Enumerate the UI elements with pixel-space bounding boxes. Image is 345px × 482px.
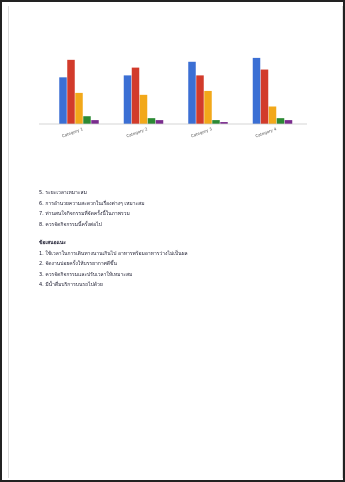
bar bbox=[123, 75, 132, 124]
bar bbox=[147, 118, 156, 124]
rating-item: 8. ควรจัดกิจกรรมนี้ครั้งต่อไป bbox=[39, 221, 102, 228]
bar bbox=[212, 120, 220, 124]
bar bbox=[260, 69, 269, 124]
chart-tick-labels: Category 1 Category 2 Category 3 Category 4 bbox=[61, 126, 277, 138]
suggestion-item: 4. มีน้ำดื่มบริการบนรถไปด้วย bbox=[39, 282, 103, 288]
bar bbox=[59, 77, 67, 124]
suggestion-item: 3. ควรจัดกิจกรรมและปรับเวลาให้เหมาะสม bbox=[39, 271, 133, 278]
bar bbox=[196, 75, 204, 124]
bar bbox=[220, 122, 228, 124]
x-tick-label: Category 2 bbox=[126, 126, 149, 138]
bar bbox=[252, 57, 261, 125]
bar bbox=[284, 120, 293, 124]
bar-chart: Category 1 Category 2 Category 3 Category 4 bbox=[39, 57, 307, 138]
rating-item: 6. การอำนวยความสะดวกในเรื่องต่างๆ เหมาะส… bbox=[39, 200, 145, 207]
document-page: Category 1 Category 2 Category 3 Category 4… bbox=[8, 6, 343, 478]
bar bbox=[204, 90, 212, 124]
rating-item: 5. ระยะเวลาเหมาะสม bbox=[39, 190, 87, 196]
text-content: 5. ระยะเวลาเหมาะสม 6. การอำนวยความสะดวกใ… bbox=[39, 188, 329, 291]
rating-item: 7. ท่านสนใจกิจกรรมที่จัดครั้งนี้ในภาพรวม bbox=[39, 211, 130, 217]
x-tick-label: Category 4 bbox=[255, 126, 278, 138]
chart-bars bbox=[59, 57, 293, 125]
bar bbox=[155, 120, 164, 124]
bar bbox=[268, 106, 277, 124]
bar bbox=[75, 92, 83, 124]
bar bbox=[83, 116, 91, 124]
rating-list: 5. ระยะเวลาเหมาะสม 6. การอำนวยความสะดวกใ… bbox=[39, 188, 329, 230]
bar bbox=[139, 94, 148, 124]
suggestions-list: 1. ใช้เวลาในการเดินทางนานเกินไป อาหารพร้… bbox=[39, 249, 329, 291]
bar bbox=[91, 120, 99, 124]
x-tick-label: Category 3 bbox=[190, 126, 213, 138]
bar bbox=[131, 67, 140, 124]
bar bbox=[188, 61, 196, 124]
suggestion-item: 2. จัดงานบ่อยครั้งให้บรรยากาศดีขึ้น bbox=[39, 261, 117, 267]
suggestion-item: 1. ใช้เวลาในการเดินทางนานเกินไป อาหารพร้… bbox=[39, 250, 188, 257]
bar bbox=[276, 118, 285, 124]
bar bbox=[67, 59, 75, 125]
x-tick-label: Category 1 bbox=[61, 126, 84, 138]
suggestions-heading: ข้อเสนอแนะ bbox=[39, 240, 66, 246]
